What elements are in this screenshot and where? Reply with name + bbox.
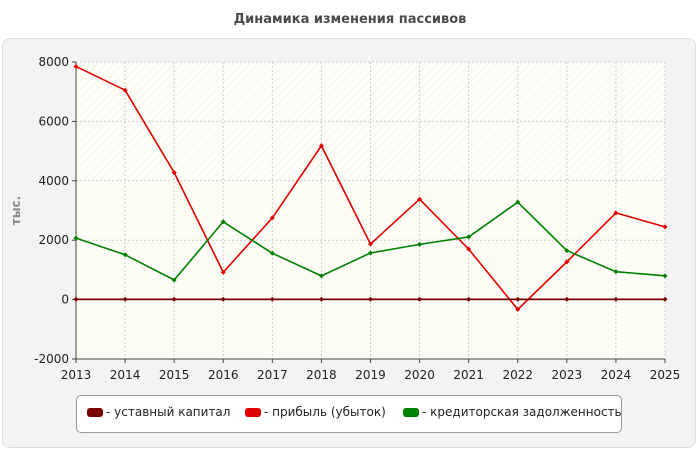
series-point-0 (318, 296, 324, 302)
legend-label-capital: - уставный капитал (106, 405, 231, 419)
series-point-0 (466, 296, 472, 302)
legend-item-capital: - уставный капитал (87, 405, 230, 419)
y-tick-label: 6000 (38, 114, 69, 128)
x-tick-label: 2016 (208, 368, 239, 382)
series-point-2 (122, 252, 128, 258)
series-point-1 (417, 196, 423, 202)
series-point-0 (171, 296, 177, 302)
x-tick-label: 2015 (159, 368, 190, 382)
series-point-2 (171, 277, 177, 283)
series-point-0 (122, 296, 128, 302)
series-point-2 (269, 250, 275, 256)
series-point-0 (417, 296, 423, 302)
y-tick-label: 8000 (38, 55, 69, 69)
chart-legend: - уставный капитал - прибыль (убыток) - … (76, 395, 622, 433)
x-tick-label: 2017 (257, 368, 288, 382)
series-point-0 (564, 296, 570, 302)
legend-label-profit: - прибыль (убыток) (264, 405, 386, 419)
series-point-2 (564, 248, 570, 254)
x-tick-label: 2019 (355, 368, 386, 382)
series-point-1 (515, 306, 521, 312)
x-tick-label: 2018 (306, 368, 337, 382)
series-point-0 (73, 296, 79, 302)
series-point-2 (662, 273, 668, 279)
x-tick-label: 2020 (404, 368, 435, 382)
series-point-1 (466, 246, 472, 252)
x-tick-label: 2024 (601, 368, 632, 382)
series-point-2 (73, 235, 79, 241)
series-point-1 (564, 259, 570, 265)
series-point-2 (368, 250, 373, 256)
series-point-2 (417, 241, 423, 247)
series-point-1 (171, 169, 177, 175)
series-point-2 (318, 273, 324, 279)
y-tick-label: 0 (61, 293, 69, 307)
series-point-1 (269, 215, 275, 221)
series-point-1 (73, 63, 79, 69)
legend-swatch-profit (245, 407, 261, 417)
series-point-2 (613, 269, 619, 275)
series-point-2 (220, 219, 226, 225)
x-tick-label: 2013 (61, 368, 92, 382)
y-tick-label: -2000 (34, 352, 69, 366)
legend-swatch-payables (403, 407, 419, 417)
series-point-1 (220, 269, 226, 275)
x-tick-label: 2014 (110, 368, 141, 382)
legend-item-payables: - кредиторская задолженность (403, 405, 622, 419)
series-point-2 (515, 199, 521, 205)
y-tick-label: 2000 (38, 233, 69, 247)
series-point-2 (466, 234, 472, 240)
x-tick-label: 2021 (453, 368, 484, 382)
plot-area-hatch (76, 62, 665, 181)
y-tick-label: 4000 (38, 174, 69, 188)
series-point-1 (613, 210, 619, 216)
series-point-0 (613, 296, 619, 302)
series-point-1 (368, 241, 373, 247)
series-point-0 (662, 296, 668, 302)
legend-item-profit: - прибыль (убыток) (245, 405, 386, 419)
series-point-0 (515, 296, 521, 302)
chart-title: Динамика изменения пассивов (233, 12, 467, 27)
series-point-1 (318, 143, 324, 149)
series-point-1 (662, 224, 668, 230)
x-tick-label: 2023 (552, 368, 583, 382)
x-tick-label: 2022 (502, 368, 533, 382)
legend-label-payables: - кредиторская задолженность (422, 405, 622, 419)
series-point-0 (269, 296, 275, 302)
series-point-0 (368, 296, 373, 302)
y-axis-label: тыс. (9, 196, 23, 225)
legend-swatch-capital (87, 407, 103, 417)
series-point-1 (122, 87, 128, 93)
x-tick-label: 2025 (650, 368, 681, 382)
series-point-0 (220, 296, 226, 302)
